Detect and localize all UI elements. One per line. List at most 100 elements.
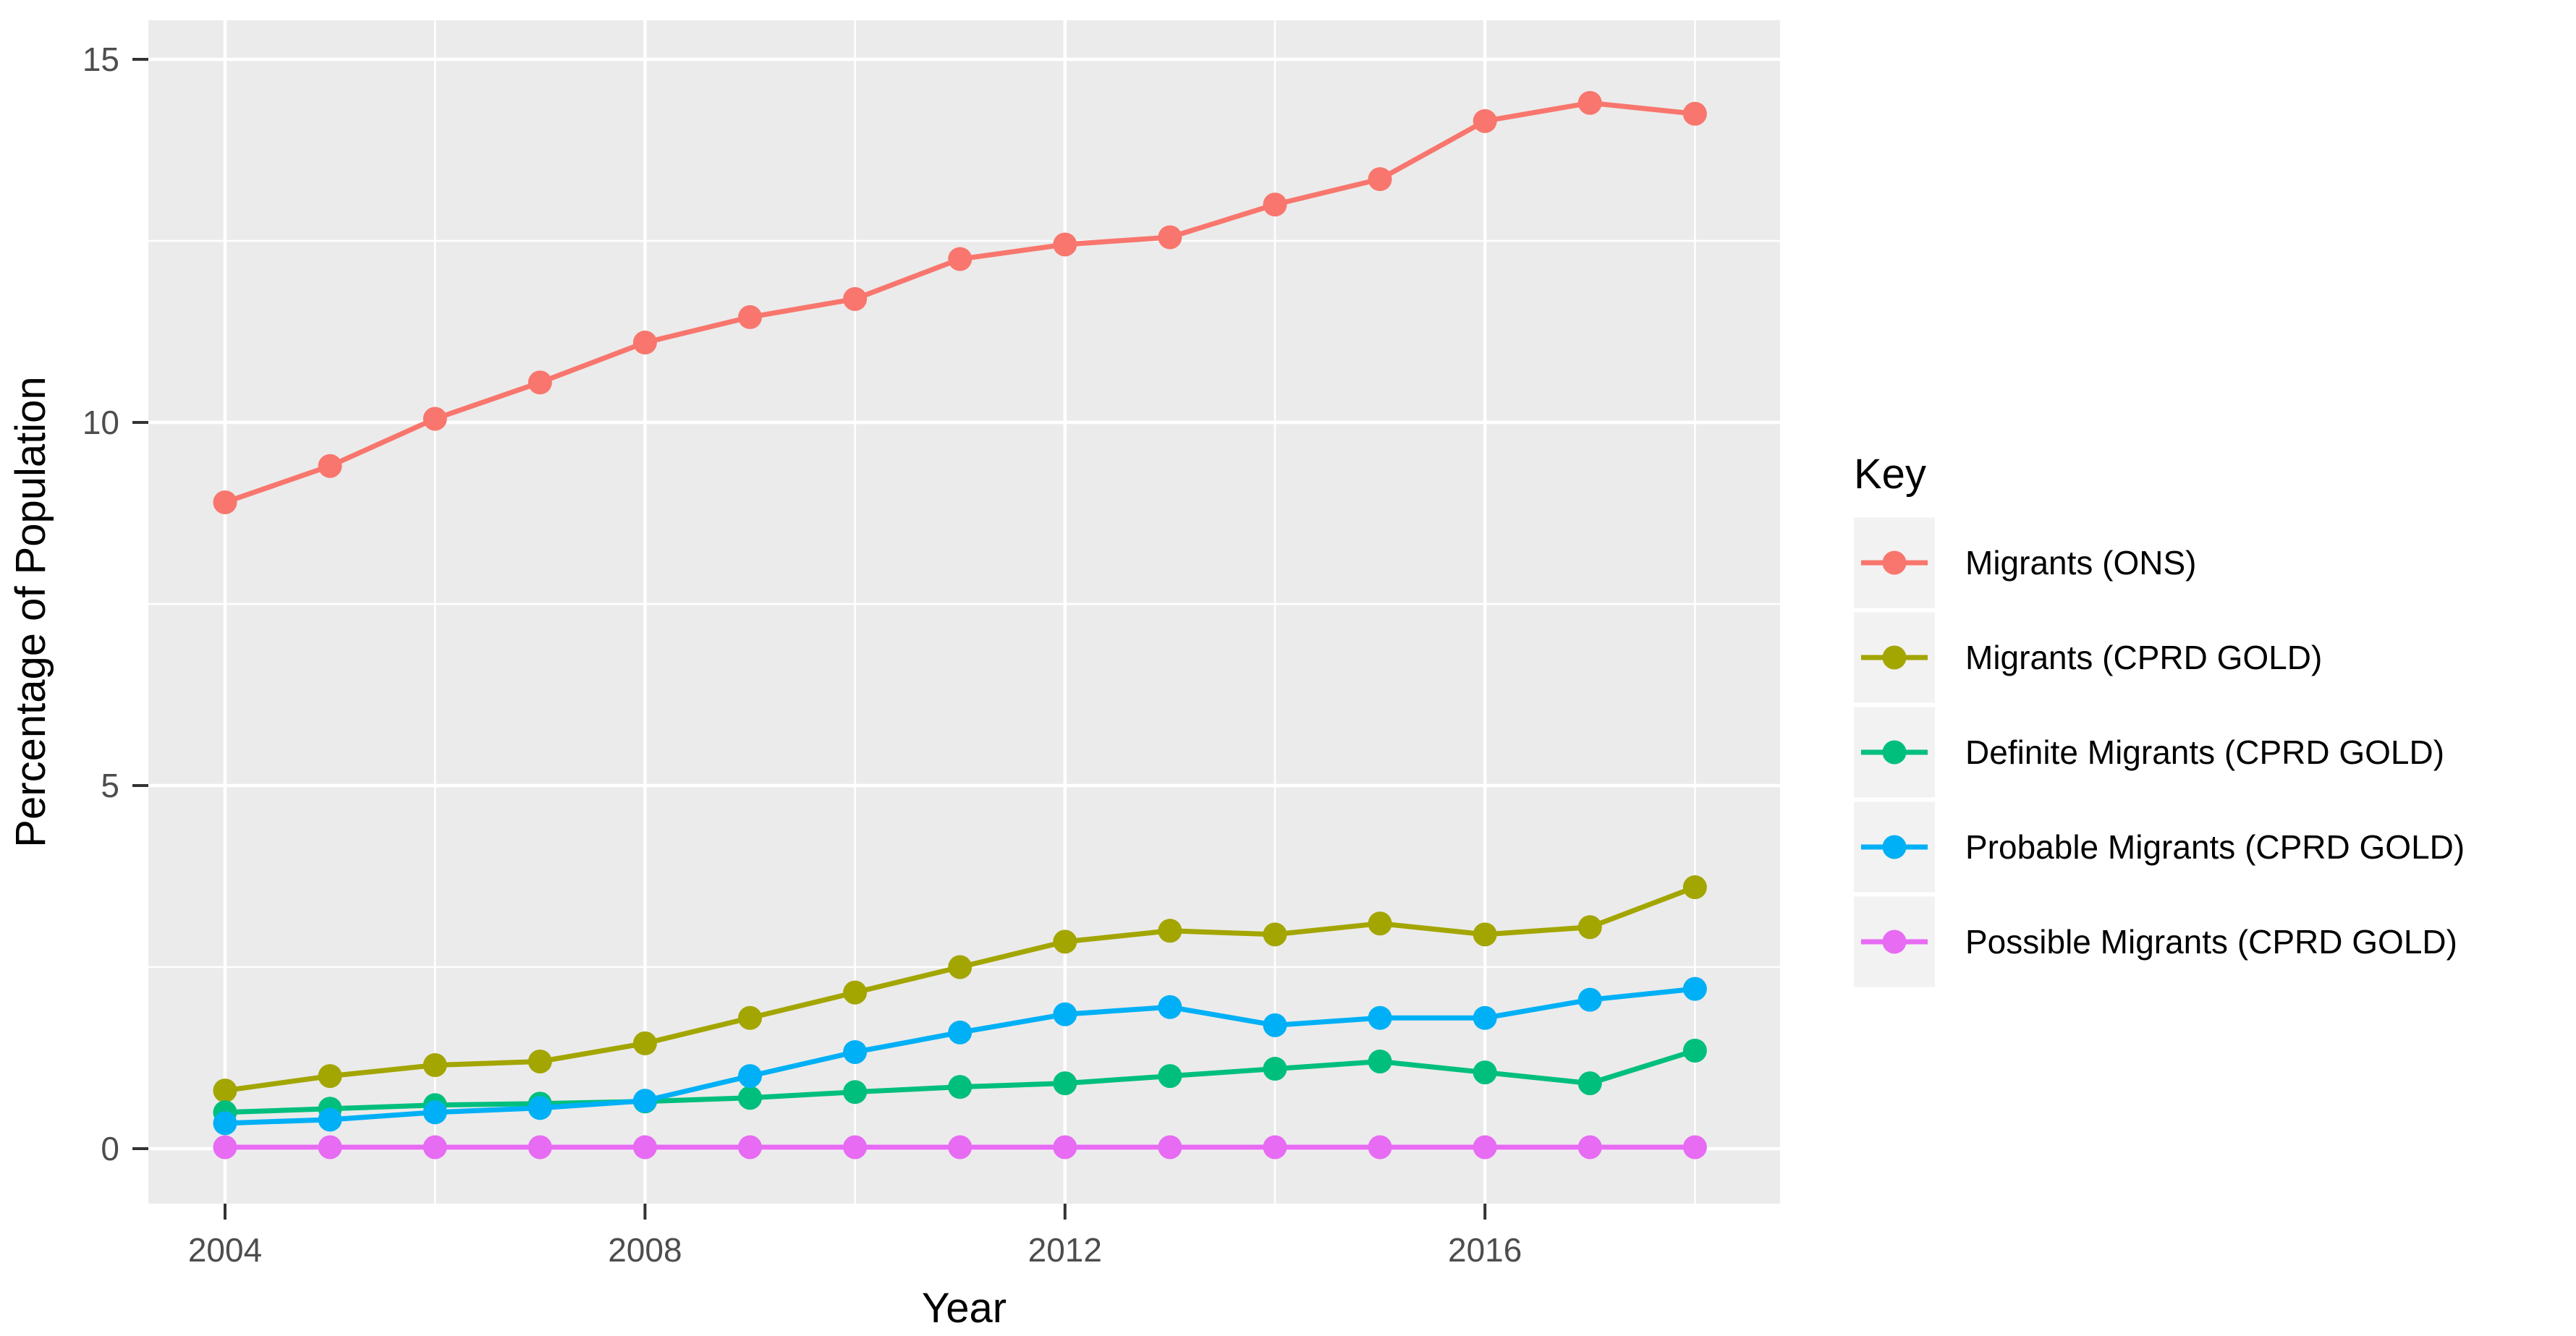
data-point <box>1368 911 1392 936</box>
data-point <box>1473 109 1497 133</box>
data-point <box>213 490 237 514</box>
data-point <box>1158 1064 1182 1089</box>
axis-ticks <box>132 58 1487 1220</box>
data-point <box>1682 1135 1707 1160</box>
data-point <box>738 1005 762 1030</box>
data-point <box>1053 1002 1077 1026</box>
data-point <box>318 1107 342 1132</box>
data-point <box>1158 1135 1182 1160</box>
legend-entry-definite-migrants-cprd-gold: Definite Migrants (CPRD GOLD) <box>1854 707 2444 798</box>
data-point <box>1263 192 1287 217</box>
data-point <box>1053 929 1077 954</box>
x-axis-tick-label: 2008 <box>608 1231 682 1269</box>
data-point <box>213 1135 237 1160</box>
data-point <box>318 1135 342 1160</box>
legend-key-point <box>1882 835 1907 859</box>
data-point <box>1682 1038 1707 1063</box>
data-point <box>1158 225 1182 250</box>
x-axis-tick-label: 2012 <box>1028 1231 1102 1269</box>
y-axis-tick-labels: 0 5 10 15 <box>82 41 119 1167</box>
data-point <box>948 247 973 271</box>
y-axis-tick-label: 10 <box>82 404 119 441</box>
y-axis-tick-label: 5 <box>101 767 119 804</box>
data-point <box>1263 922 1287 947</box>
data-point <box>423 1053 447 1078</box>
legend-title: Key <box>1854 451 1926 498</box>
data-point <box>1368 1050 1392 1074</box>
data-point <box>948 1075 973 1099</box>
x-axis-tick-labels: 2004 2008 2012 2016 <box>188 1231 1522 1269</box>
data-point <box>843 1039 868 1064</box>
legend-key-point <box>1882 550 1907 575</box>
data-point <box>738 1086 762 1110</box>
data-point <box>318 1064 342 1089</box>
data-point <box>948 1020 973 1044</box>
data-point <box>423 407 447 431</box>
data-point <box>843 1135 868 1160</box>
gridlines-minor <box>148 20 1780 1204</box>
data-point <box>423 1100 447 1125</box>
series-migrants-ons <box>213 90 1707 514</box>
data-point <box>1473 1005 1497 1030</box>
data-point <box>1473 1135 1497 1160</box>
data-point <box>1577 90 1602 115</box>
data-point <box>1473 1060 1497 1085</box>
legend-entry-probable-migrants-cprd-gold: Probable Migrants (CPRD GOLD) <box>1854 801 2465 893</box>
data-point <box>948 955 973 979</box>
plot-panel <box>148 20 1780 1204</box>
legend-label: Migrants (ONS) <box>1965 544 2196 582</box>
legend-label: Definite Migrants (CPRD GOLD) <box>1965 733 2444 771</box>
legend-entry-possible-migrants-cprd-gold: Possible Migrants (CPRD GOLD) <box>1854 896 2457 987</box>
y-axis-title: Percentage of Population <box>7 376 54 847</box>
y-axis-tick-label: 0 <box>101 1130 119 1167</box>
data-point <box>738 305 762 329</box>
data-point <box>948 1135 973 1160</box>
legend-entry-migrants-cprd-gold: Migrants (CPRD GOLD) <box>1854 612 2322 703</box>
x-axis-tick-label: 2016 <box>1448 1231 1522 1269</box>
data-point <box>632 1089 657 1113</box>
data-point <box>1263 1057 1287 1081</box>
data-point <box>843 1080 868 1105</box>
data-point <box>528 1050 552 1074</box>
data-point <box>632 331 657 355</box>
data-point <box>1368 1005 1392 1030</box>
data-point <box>1053 1071 1077 1096</box>
data-point <box>738 1064 762 1089</box>
data-point <box>213 1111 237 1136</box>
y-axis-tick-label: 15 <box>82 41 119 78</box>
legend-label: Migrants (CPRD GOLD) <box>1965 639 2322 676</box>
data-point <box>1682 977 1707 1001</box>
data-point <box>1053 232 1077 257</box>
legend-key-point <box>1882 645 1907 670</box>
data-point <box>1577 1071 1602 1096</box>
series-migrants-cprd-gold <box>213 875 1707 1103</box>
data-point <box>1577 1135 1602 1160</box>
data-point <box>738 1135 762 1160</box>
data-point <box>528 1096 552 1120</box>
legend-key-point <box>1882 740 1907 765</box>
data-point <box>1682 101 1707 126</box>
data-point <box>843 980 868 1005</box>
data-point <box>1368 1135 1392 1160</box>
data-point <box>1682 875 1707 900</box>
data-point <box>1577 915 1602 940</box>
data-point <box>632 1031 657 1055</box>
x-axis-tick-label: 2004 <box>188 1231 262 1269</box>
x-axis-title: Year <box>922 1285 1007 1332</box>
legend: Key Migrants (ONS) Migrants (CPRD GOLD) Def… <box>1854 451 2465 987</box>
series-possible-migrants-cprd-gold <box>213 1135 1707 1160</box>
data-point <box>632 1135 657 1160</box>
data-point <box>1158 995 1182 1019</box>
data-point <box>843 286 868 311</box>
data-point <box>318 454 342 478</box>
legend-key-point <box>1882 929 1907 954</box>
data-point <box>528 1135 552 1160</box>
data-point <box>1263 1013 1287 1037</box>
data-point <box>423 1135 447 1160</box>
data-point <box>1158 919 1182 943</box>
series-probable-migrants-cprd-gold <box>213 977 1707 1136</box>
data-point <box>1577 987 1602 1012</box>
data-point <box>1473 922 1497 947</box>
